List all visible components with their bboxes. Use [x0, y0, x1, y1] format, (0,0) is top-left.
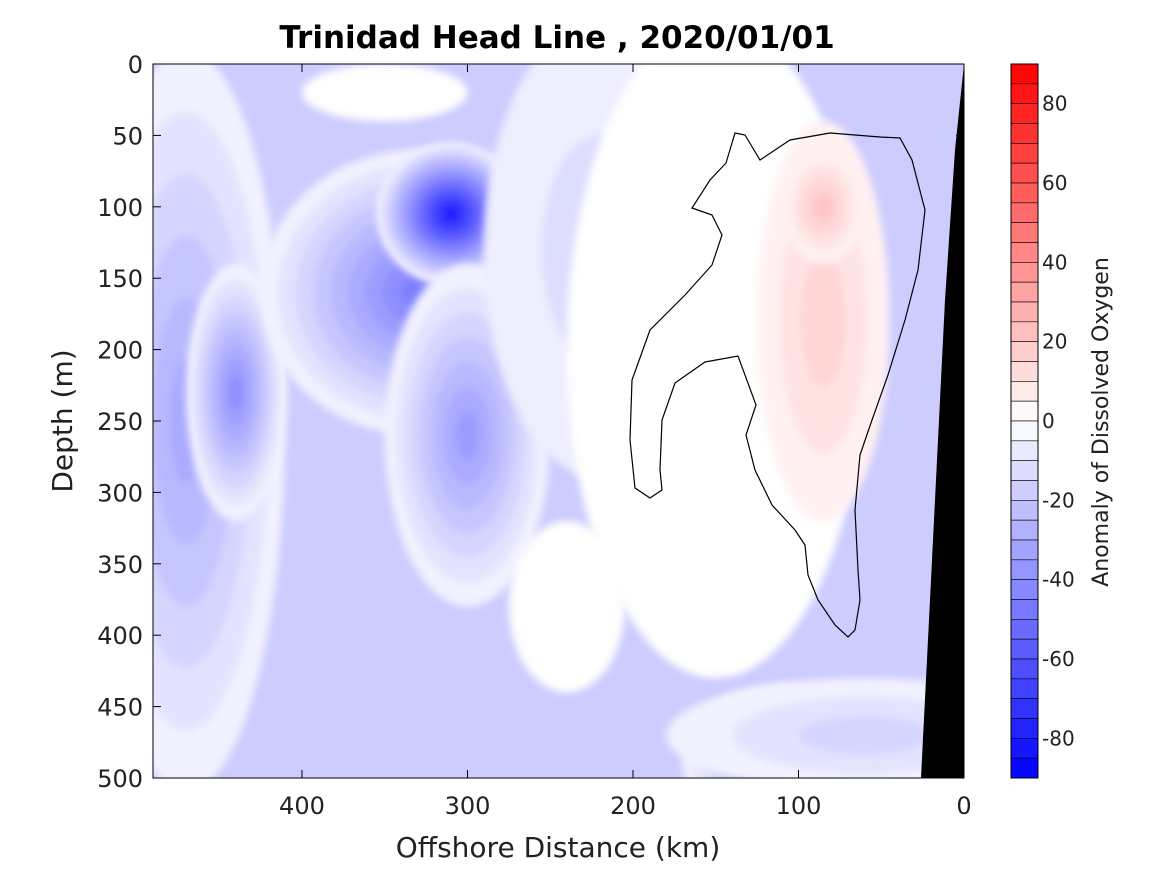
- colorbar-segment: [1010, 281, 1039, 303]
- y-tick-label: 400: [97, 622, 143, 650]
- x-tick-label: 400: [279, 792, 325, 820]
- colorbar-segment: [1010, 519, 1039, 541]
- colorbar-segment: [1010, 182, 1039, 204]
- y-tick-label: 350: [97, 551, 143, 579]
- colorbar-segment: [1010, 222, 1039, 243]
- x-tick-label: 200: [610, 792, 656, 820]
- y-tick-label: 50: [112, 122, 143, 150]
- colorbar-tick-label: 40: [1042, 250, 1067, 274]
- y-tick-label: 0: [128, 51, 143, 79]
- colorbar-segment: [1010, 103, 1039, 124]
- colorbar-segment: [1010, 539, 1039, 561]
- field-level-12-3: [798, 716, 931, 755]
- y-tick-label: 200: [97, 337, 143, 365]
- colorbar-segment: [1010, 361, 1039, 382]
- field-level-7-1: [301, 64, 468, 122]
- colorbar-tick-label: 80: [1042, 92, 1067, 116]
- field-level-4-7: [455, 410, 480, 460]
- colorbar-segment: [1010, 341, 1039, 362]
- colorbar-segment: [1010, 757, 1039, 779]
- anomaly-field: [153, 64, 964, 778]
- y-axis-label: Depth (m): [46, 349, 79, 492]
- colorbar-tick-label: -40: [1042, 568, 1075, 592]
- colorbar-segment: [1010, 738, 1039, 759]
- x-axis: 400 300 200 100 0: [279, 64, 972, 820]
- colorbar: 80 60 40 20 0 -20 -40 -60 -80: [1010, 63, 1075, 779]
- colorbar-tick-label: 60: [1042, 171, 1067, 195]
- colorbar-tick-label: -20: [1042, 488, 1075, 512]
- x-axis-label: Offshore Distance (km): [396, 831, 721, 864]
- field-level-1-8: [229, 376, 242, 409]
- y-tick-label: 250: [97, 408, 143, 436]
- colorbar-segment: [1010, 460, 1039, 481]
- colorbar-segment: [1010, 420, 1039, 442]
- y-tick-label: 300: [97, 479, 143, 507]
- colorbar-tick-label: -80: [1042, 726, 1075, 750]
- field-level-8-1: [508, 520, 625, 693]
- colorbar-segment: [1010, 381, 1039, 402]
- colorbar-label: Anomaly of Dissolved Oxygen: [1089, 257, 1114, 587]
- colorbar-segment: [1010, 480, 1039, 501]
- y-tick-label: 450: [97, 694, 143, 722]
- colorbar-frame: [1010, 63, 1039, 779]
- y-tick-label: 500: [97, 765, 143, 793]
- colorbar-segment: [1010, 698, 1039, 719]
- field-level-3-16: [446, 209, 456, 219]
- colorbar-segment: [1010, 718, 1039, 739]
- chart-title: Trinidad Head Line , 2020/01/01: [279, 20, 834, 56]
- colorbar-segment: [1010, 83, 1039, 104]
- y-axis: 0 50 100 150 200 250 300 350 400 450 500: [97, 51, 964, 793]
- colorbar-segment: [1010, 500, 1039, 521]
- colorbar-segment: [1010, 63, 1039, 85]
- colorbar-segment: [1010, 242, 1039, 263]
- colorbar-segment: [1010, 321, 1039, 342]
- colorbar-segment: [1010, 301, 1039, 323]
- colorbar-segment: [1010, 262, 1039, 283]
- colorbar-tick-label: -60: [1042, 647, 1075, 671]
- land-mask: [921, 64, 964, 778]
- colorbar-segment: [1010, 440, 1039, 461]
- colorbar-segment: [1010, 162, 1039, 184]
- colorbar-segment: [1010, 123, 1039, 144]
- colorbar-segment: [1010, 638, 1039, 660]
- colorbar-segment: [1010, 202, 1039, 223]
- colorbar-segment: [1010, 579, 1039, 600]
- colorbar-segment: [1010, 619, 1039, 640]
- colorbar-segment: [1010, 143, 1039, 164]
- zero-contour: [629, 132, 926, 638]
- x-tick-label: 0: [956, 792, 971, 820]
- plot-area: [152, 63, 965, 779]
- colorbar-segment: [1010, 559, 1039, 580]
- x-tick-label: 300: [445, 792, 491, 820]
- field-level-9-3: [801, 254, 846, 388]
- y-tick-label: 150: [97, 265, 143, 293]
- colorbar-segment: [1010, 400, 1039, 422]
- y-tick-label: 100: [97, 194, 143, 222]
- colorbar-segment: [1010, 599, 1039, 620]
- colorbar-segment: [1010, 658, 1039, 680]
- field-level-10-4: [812, 192, 834, 222]
- x-tick-label: 100: [776, 792, 822, 820]
- colorbar-tick-label: 0: [1042, 409, 1055, 433]
- colorbar-tick-label: 20: [1042, 330, 1067, 354]
- colorbar-segment: [1010, 678, 1039, 699]
